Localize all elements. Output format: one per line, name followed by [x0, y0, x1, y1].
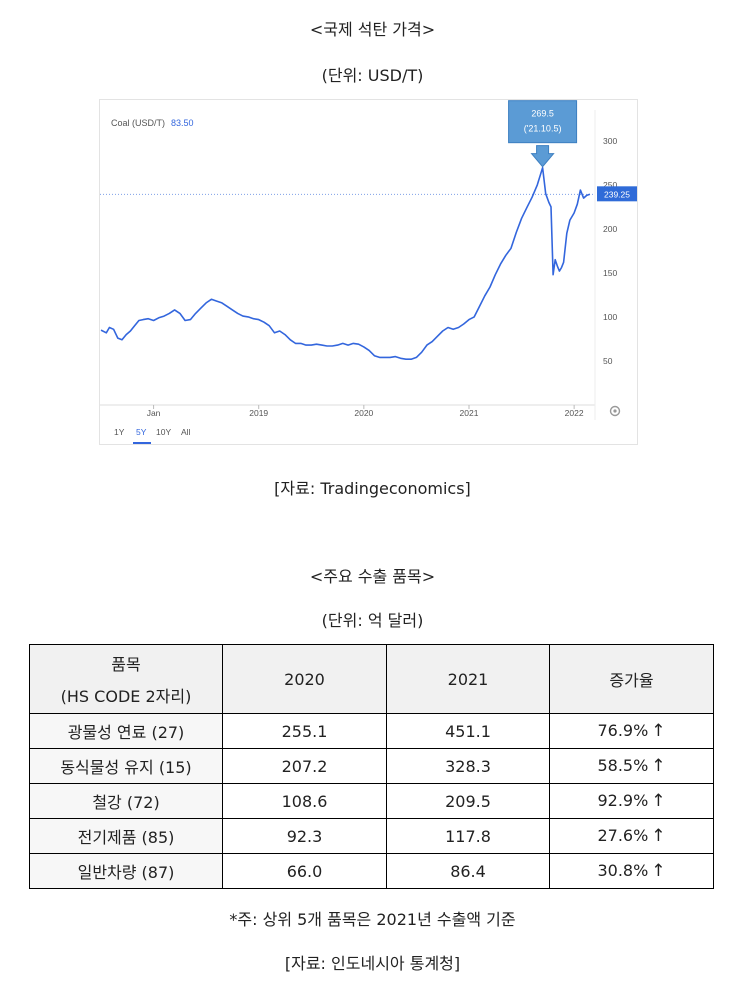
peak-annotation-box — [508, 100, 578, 144]
y-tick-label: 100 — [603, 312, 617, 322]
growth-value: 58.5% — [597, 756, 649, 775]
y-tick-label: 150 — [603, 268, 617, 278]
cell-2021: 209.5 — [386, 783, 550, 819]
header-item-line2: (HS CODE 2자리) — [60, 687, 192, 706]
cell-2020: 66.0 — [222, 853, 387, 889]
peak-annotation: 269.5 ('21.10.5) — [508, 100, 578, 168]
peak-annotation-date: ('21.10.5) — [524, 124, 562, 134]
table-row: 일반차량 (87) 66.0 86.4 30.8% ↑ — [29, 853, 714, 889]
range-button-10y[interactable]: 10Y — [156, 427, 171, 437]
growth-value: 92.9% — [597, 791, 649, 810]
table-title: <주요 수출 품목> — [309, 567, 436, 586]
cell-2020: 108.6 — [222, 783, 387, 819]
current-value-tag-text: 239.25 — [604, 189, 630, 199]
y-ticks: 300 250 200 150 100 50 — [603, 136, 617, 366]
cell-2021: 328.3 — [386, 748, 550, 784]
chart-source: [자료: Tradingeconomics] — [274, 479, 471, 498]
cell-growth: 30.8% ↑ — [549, 853, 714, 889]
cell-item: 광물성 연료 (27) — [29, 713, 223, 749]
arrow-up-icon: ↑ — [651, 756, 666, 776]
range-button-all[interactable]: All — [181, 427, 191, 437]
header-item-line1: 품목 — [111, 655, 141, 674]
cell-item: 동식물성 유지 (15) — [29, 748, 223, 784]
table-source: [자료: 인도네시아 통계청] — [284, 954, 461, 973]
settings-gear-icon[interactable] — [609, 405, 621, 417]
peak-annotation-value: 269.5 — [531, 109, 554, 119]
y-tick-label: 200 — [603, 224, 617, 234]
range-button-5y[interactable]: 5Y — [136, 427, 147, 437]
peak-annotation-arrow — [530, 145, 555, 168]
header-item: 품목 (HS CODE 2자리) — [29, 644, 223, 714]
table-row: 동식물성 유지 (15) 207.2 328.3 58.5% ↑ — [29, 748, 714, 784]
cell-growth: 92.9% ↑ — [549, 783, 714, 819]
table-header-row: 품목 (HS CODE 2자리) 2020 2021 증가율 — [29, 644, 714, 714]
cell-2021: 451.1 — [386, 713, 550, 749]
coal-price-chart: Coal (USD/T) 83.50 300 250 200 150 100 50 Jan… — [99, 99, 638, 445]
cell-2020: 92.3 — [222, 818, 387, 854]
cell-2020: 255.1 — [222, 713, 387, 749]
header-growth: 증가율 — [549, 644, 714, 714]
x-tick-label: Jan — [147, 408, 161, 418]
x-tick-label: 2020 — [354, 408, 373, 418]
cell-2021: 86.4 — [386, 853, 550, 889]
current-value-tag: 239.25 — [597, 186, 637, 202]
table-row: 전기제품 (85) 92.3 117.8 27.6% ↑ — [29, 818, 714, 854]
chart-canvas: Coal (USD/T) 83.50 300 250 200 150 100 50 Jan… — [100, 100, 637, 444]
header-2021: 2021 — [386, 644, 550, 714]
table-row: 철강 (72) 108.6 209.5 92.9% ↑ — [29, 783, 714, 819]
x-tick-label: 2019 — [249, 408, 268, 418]
header-2020: 2020 — [222, 644, 387, 714]
growth-value: 76.9% — [597, 721, 649, 740]
cell-item: 철강 (72) — [29, 783, 223, 819]
table-unit: (단위: 억 달러) — [321, 611, 424, 630]
arrow-up-icon: ↑ — [651, 721, 666, 741]
growth-value: 27.6% — [597, 826, 649, 845]
cell-2021: 117.8 — [386, 818, 550, 854]
cell-item: 전기제품 (85) — [29, 818, 223, 854]
growth-value: 30.8% — [597, 861, 649, 880]
x-tick-label: 2021 — [460, 408, 479, 418]
series-line — [100, 166, 591, 360]
y-tick-label: 50 — [603, 356, 613, 366]
arrow-up-icon: ↑ — [651, 791, 666, 811]
cell-2020: 207.2 — [222, 748, 387, 784]
x-tick-label: 2022 — [565, 408, 584, 418]
export-table: 품목 (HS CODE 2자리) 2020 2021 증가율 광물성 연료 (2… — [29, 644, 714, 889]
chart-unit: (단위: USD/T) — [321, 66, 424, 85]
arrow-up-icon: ↑ — [651, 826, 666, 846]
series-value-label: 83.50 — [171, 118, 194, 128]
table-note: *주: 상위 5개 품목은 2021년 수출액 기준 — [229, 910, 516, 929]
x-ticks: Jan 2019 2020 2021 2022 — [147, 405, 584, 418]
table-row: 광물성 연료 (27) 255.1 451.1 76.9% ↑ — [29, 713, 714, 749]
series-label: Coal (USD/T) — [111, 118, 165, 128]
y-tick-label: 300 — [603, 136, 617, 146]
cell-growth: 27.6% ↑ — [549, 818, 714, 854]
arrow-up-icon: ↑ — [651, 861, 666, 881]
range-button-1y[interactable]: 1Y — [114, 427, 125, 437]
current-value-tag-bg — [597, 186, 637, 202]
cell-item: 일반차량 (87) — [29, 853, 223, 889]
chart-title: <국제 석탄 가격> — [309, 20, 436, 39]
y-tick-label: 250 — [603, 180, 617, 190]
range-buttons[interactable]: 1Y 5Y 10Y All — [114, 427, 191, 444]
cell-growth: 76.9% ↑ — [549, 713, 714, 749]
cell-growth: 58.5% ↑ — [549, 748, 714, 784]
